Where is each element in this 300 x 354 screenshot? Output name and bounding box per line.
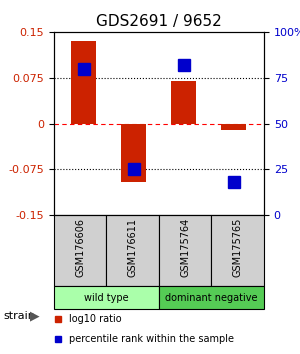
Text: ▶: ▶ (30, 310, 40, 322)
Bar (71, 41, 97, 124)
Title: GDS2691 / 9652: GDS2691 / 9652 (96, 14, 222, 29)
FancyBboxPatch shape (159, 286, 264, 309)
Text: percentile rank within the sample: percentile rank within the sample (69, 335, 234, 344)
Bar (221, 124, 247, 130)
FancyBboxPatch shape (159, 215, 211, 286)
Text: GSM176611: GSM176611 (128, 218, 138, 276)
Text: wild type: wild type (84, 293, 129, 303)
Text: GSM175765: GSM175765 (233, 217, 243, 277)
FancyBboxPatch shape (212, 215, 264, 286)
Bar (122, 124, 146, 182)
FancyBboxPatch shape (106, 215, 159, 286)
Text: strain: strain (3, 311, 35, 321)
FancyBboxPatch shape (54, 286, 159, 309)
Text: GSM175764: GSM175764 (180, 217, 190, 277)
Bar (172, 81, 197, 124)
FancyBboxPatch shape (54, 215, 106, 286)
Text: log10 ratio: log10 ratio (69, 314, 121, 324)
Text: GSM176606: GSM176606 (75, 218, 85, 276)
Text: dominant negative: dominant negative (165, 293, 258, 303)
